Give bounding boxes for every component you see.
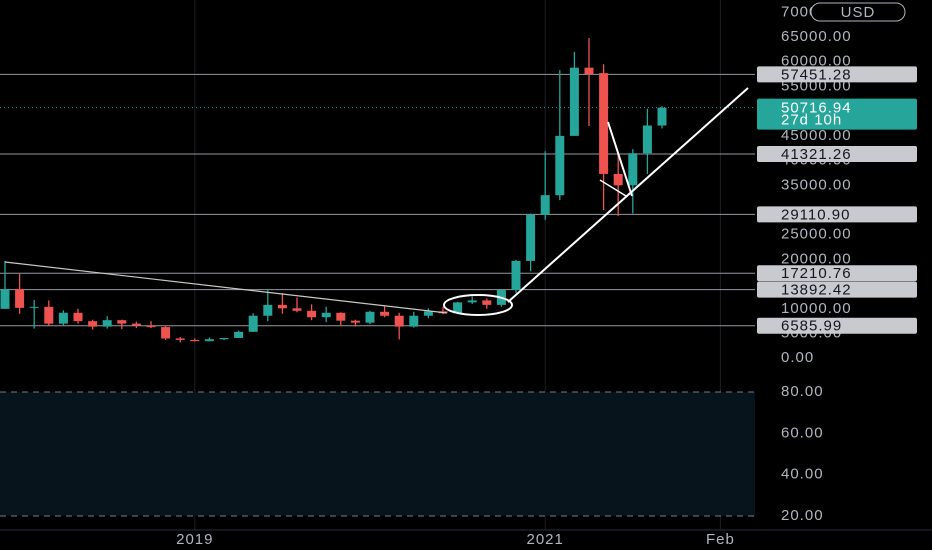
y-tick-label: 20000.00 [781, 250, 852, 267]
indicator-tick-label: 80.00 [781, 383, 824, 400]
candle-body [204, 339, 214, 342]
candle-body [409, 315, 419, 327]
y-tick-label: 35000.00 [781, 176, 852, 193]
candle-body [613, 173, 623, 186]
last-price-label: 50716.94 [781, 100, 852, 117]
y-tick-label: 0.00 [781, 349, 814, 366]
candle-body [58, 312, 68, 324]
candle-body [511, 260, 521, 291]
candle-body [599, 73, 609, 174]
candle-body [15, 289, 25, 308]
candle-body [394, 315, 404, 327]
candle-body [292, 308, 302, 311]
trend-line [507, 87, 749, 303]
candle-body [248, 315, 258, 332]
band-fill [0, 392, 755, 516]
candle-body [467, 300, 477, 303]
indicator-tick-label: 60.00 [781, 424, 824, 441]
drawings [4, 87, 749, 316]
level-label: 29110.90 [781, 206, 850, 223]
candle-body [628, 153, 638, 186]
level-label-box [757, 265, 917, 282]
x-tick-label: 2019 [176, 531, 213, 548]
candle-body [453, 302, 463, 314]
level-label: 6585.99 [781, 318, 842, 335]
level-label-box [757, 66, 917, 83]
candle-body [234, 331, 244, 338]
y-tick-label: 45000.00 [781, 127, 852, 144]
y-tick-label: 25000.00 [781, 226, 852, 243]
candle-body [161, 327, 171, 339]
candle-body [146, 325, 156, 328]
candle-body [569, 67, 579, 136]
countdown: 27d 10h [781, 112, 842, 129]
candle-body [526, 214, 536, 261]
x-tick-label: 2021 [527, 531, 564, 548]
candle-body [131, 323, 141, 326]
candle-body [0, 289, 10, 309]
candle-body [88, 321, 98, 327]
indicator-tick-label: 40.00 [781, 466, 824, 483]
candle-body [365, 311, 375, 323]
candle-body [102, 320, 112, 327]
y-tick-label: 10000.00 [781, 300, 852, 317]
candle-body [657, 107, 667, 126]
indicator-tick-label: 20.00 [781, 507, 824, 524]
candle-body [584, 67, 594, 75]
candle-body [540, 195, 550, 215]
level-label-box [757, 206, 917, 223]
price-axis: 20192021Feb0.005000.0010000.0020000.0025… [176, 3, 917, 548]
level-label: 57451.28 [781, 66, 852, 83]
candle-body [219, 337, 229, 340]
candle-body [175, 338, 185, 340]
level-label-box [757, 281, 917, 298]
level-label-box [757, 146, 917, 163]
candle-body [277, 304, 287, 309]
candle-body [642, 125, 652, 154]
candle-body [73, 312, 83, 322]
candle-body [307, 310, 317, 318]
circle-drawing [443, 294, 513, 316]
candle-body [380, 311, 390, 316]
candle-body [336, 312, 346, 321]
candle-body [350, 320, 360, 323]
candle-body [482, 300, 492, 305]
level-label: 41321.26 [781, 146, 852, 163]
level-label: 17210.76 [781, 265, 852, 282]
indicator-pane [0, 391, 755, 517]
x-tick-label: Feb [706, 531, 735, 548]
currency: USD [841, 4, 876, 21]
candles [0, 38, 667, 343]
last-price-box [757, 98, 917, 130]
trend-line [607, 121, 633, 197]
candle-body [555, 135, 565, 196]
candle-body [423, 311, 433, 316]
y-tick-label: 65000.00 [781, 28, 852, 45]
currency-box[interactable] [810, 2, 906, 22]
candle-body [44, 306, 54, 324]
candle-body [190, 339, 200, 342]
y-tick-label: 60000.00 [781, 53, 852, 70]
candle-body [263, 304, 273, 316]
candle-body [117, 320, 127, 324]
candle-body [29, 306, 39, 308]
trend-line [599, 179, 627, 197]
level-label-box [757, 317, 917, 334]
candle-body [321, 312, 331, 318]
trend-line [4, 261, 448, 314]
level-label: 13892.42 [781, 282, 852, 299]
